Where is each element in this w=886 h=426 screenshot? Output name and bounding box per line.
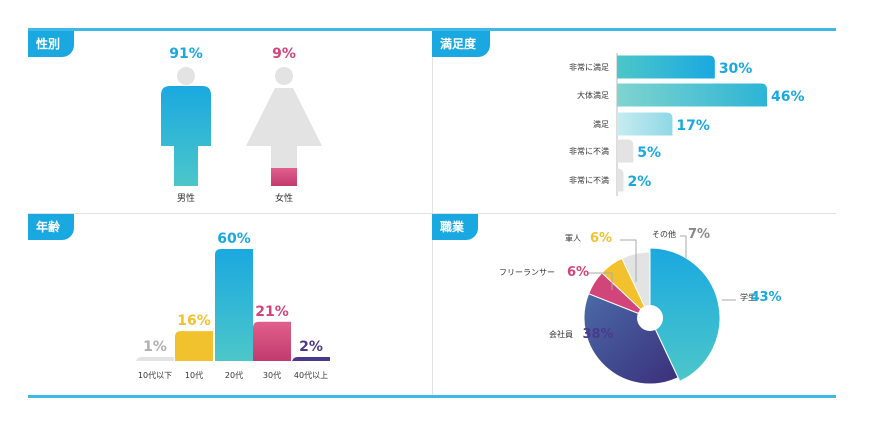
occupation-value-label: 38% xyxy=(582,327,613,342)
age-category-label: 20代 xyxy=(225,370,243,380)
occupation-leader-line xyxy=(620,239,637,282)
occupation-pie-slice xyxy=(583,293,679,385)
horizontal-divider xyxy=(28,213,836,214)
satisfaction-value-label: 2% xyxy=(628,174,652,190)
satisfaction-bar xyxy=(617,139,634,163)
age-value-label: 16% xyxy=(177,313,211,329)
male-figure-head xyxy=(177,67,195,85)
infographic-frame xyxy=(28,28,836,398)
male-figure-body xyxy=(161,86,211,186)
female-figure-body xyxy=(246,88,322,186)
occupation-panel-title: 職業 xyxy=(432,214,479,240)
occupation-pie-hole xyxy=(637,305,663,331)
female-figure-head xyxy=(275,67,293,85)
age-category-label: 10代以下 xyxy=(138,370,172,380)
satisfaction-category-label: 非常に満足 xyxy=(569,62,609,72)
female-figure-fill xyxy=(271,168,297,186)
occupation-pie-slice xyxy=(649,247,721,383)
gender-panel-title: 性別 xyxy=(28,31,75,57)
age-category-label: 10代 xyxy=(185,370,203,380)
female-category-label: 女性 xyxy=(275,192,293,204)
occupation-leader-line xyxy=(680,235,687,258)
satisfaction-bar xyxy=(617,83,767,107)
occupation-leader-line xyxy=(588,272,613,290)
satisfaction-value-label: 46% xyxy=(771,89,805,105)
age-value-label: 21% xyxy=(255,304,289,320)
occupation-value-label: 6% xyxy=(590,231,612,246)
satisfaction-bar xyxy=(617,55,715,79)
age-value-label: 1% xyxy=(143,339,167,355)
age-value-label: 60% xyxy=(217,231,251,247)
age-bar xyxy=(292,357,330,363)
satisfaction-category-label: 非常に不満 xyxy=(569,175,609,185)
satisfaction-bar xyxy=(617,112,673,136)
male-value-label: 91% xyxy=(169,46,203,62)
female-value-label: 9% xyxy=(272,46,296,62)
satisfaction-category-label: 大体満足 xyxy=(577,90,609,100)
occupation-category-label: 軍人 xyxy=(565,234,581,243)
occupation-category-label: 学生 xyxy=(740,292,756,302)
age-value-label: 2% xyxy=(299,339,323,355)
age-category-label: 40代以上 xyxy=(294,370,328,380)
age-category-label: 30代 xyxy=(263,370,281,380)
satisfaction-bar xyxy=(617,168,624,192)
satisfaction-value-label: 5% xyxy=(637,145,661,161)
occupation-value-label: 43% xyxy=(750,290,781,305)
male-category-label: 男性 xyxy=(177,192,195,204)
age-bar xyxy=(215,249,253,361)
age-bar xyxy=(175,331,213,361)
occupation-category-label: 会社員 xyxy=(549,329,573,339)
satisfaction-value-label: 30% xyxy=(719,61,753,77)
occupation-value-label: 6% xyxy=(567,265,589,280)
satisfaction-category-label: 満足 xyxy=(593,120,609,129)
occupation-category-label: フリーランサー xyxy=(499,268,555,277)
satisfaction-panel-title: 満足度 xyxy=(432,31,491,57)
satisfaction-category-label: 非常に不満 xyxy=(569,146,609,156)
age-bar xyxy=(136,357,174,363)
age-bar xyxy=(253,321,291,361)
satisfaction-value-label: 17% xyxy=(676,118,710,134)
age-panel-title: 年齢 xyxy=(28,214,75,240)
occupation-category-label: その他 xyxy=(652,229,676,239)
occupation-value-label: 7% xyxy=(688,227,710,242)
